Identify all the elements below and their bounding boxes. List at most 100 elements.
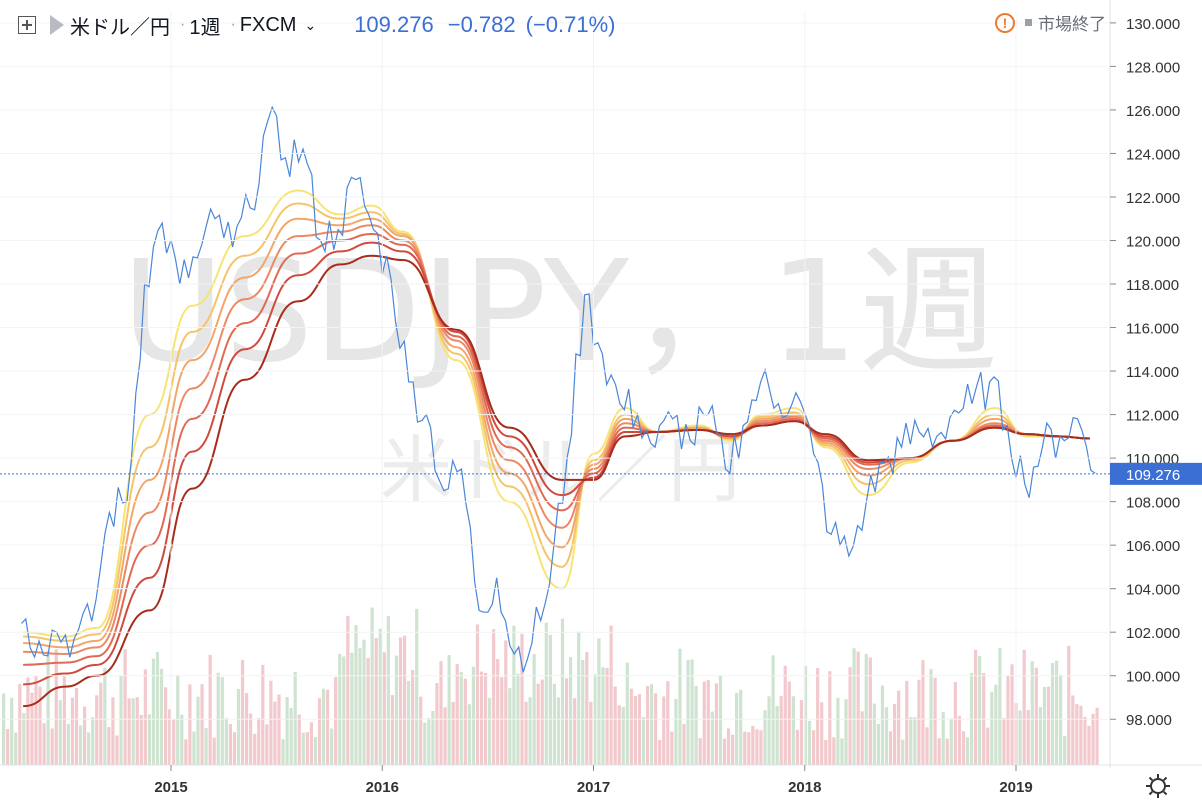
volume-bar xyxy=(350,652,354,765)
volume-bar xyxy=(42,723,46,765)
volume-bar xyxy=(496,659,500,765)
settings-gear-icon[interactable] xyxy=(1146,774,1170,798)
volume-bar xyxy=(540,679,544,765)
volume-bar xyxy=(747,732,751,765)
volume-bar xyxy=(423,722,427,765)
volume-bar xyxy=(471,666,475,765)
volume-bar xyxy=(990,692,994,765)
volume-bar xyxy=(690,659,694,765)
volume-bar xyxy=(309,722,313,765)
volume-bar xyxy=(731,734,735,765)
volume-bar xyxy=(609,625,613,765)
volume-bar xyxy=(232,732,237,765)
volume-bar xyxy=(14,732,18,765)
flag-icon[interactable] xyxy=(50,15,64,35)
volume-bar xyxy=(633,696,637,765)
exchange-label[interactable]: FXCM xyxy=(239,13,297,36)
volume-bar xyxy=(370,607,374,765)
interval-label[interactable]: 1週 xyxy=(189,16,221,39)
volume-bar xyxy=(905,680,909,765)
volume-bar xyxy=(196,696,200,765)
volume-bar xyxy=(245,693,249,765)
volume-bar xyxy=(913,717,917,765)
volume-bar xyxy=(921,660,925,765)
volume-bar xyxy=(411,670,415,765)
volume-bar xyxy=(479,671,484,765)
volume-bar xyxy=(1002,718,1006,765)
volume-bar xyxy=(868,657,872,765)
volume-bar xyxy=(617,705,621,765)
volume-bar xyxy=(678,648,682,765)
volume-bar xyxy=(281,739,285,765)
volume-bar xyxy=(795,729,799,765)
volume-bar xyxy=(66,723,70,765)
volume-bar xyxy=(605,668,609,765)
volume-bars xyxy=(2,607,1099,765)
volume-bar xyxy=(824,739,828,765)
expand-icon[interactable] xyxy=(18,16,36,34)
volume-bar xyxy=(957,715,961,765)
volume-bar xyxy=(1030,661,1034,765)
volume-bar xyxy=(601,667,605,765)
volume-bar xyxy=(775,706,779,765)
x-tick-label: 2016 xyxy=(366,779,399,796)
y-tick-label: 114.000 xyxy=(1126,364,1179,381)
volume-bar xyxy=(62,676,66,765)
volume-bar xyxy=(131,698,135,765)
volume-bar xyxy=(390,695,394,765)
square-dot-icon xyxy=(1025,19,1032,26)
volume-bar xyxy=(759,730,763,765)
volume-bar xyxy=(953,681,957,765)
last-price-marker: 109.276 xyxy=(0,462,1202,485)
x-tick-label: 2019 xyxy=(999,779,1032,796)
volume-bar xyxy=(698,738,702,765)
volume-bar xyxy=(1059,674,1063,765)
volume-bar xyxy=(816,668,820,765)
volume-bar xyxy=(415,608,419,765)
volume-bar xyxy=(159,668,164,765)
volume-bar xyxy=(864,653,868,765)
volume-bar xyxy=(751,726,755,765)
volume-bar xyxy=(253,733,257,765)
volume-bar xyxy=(407,680,411,765)
volume-bar xyxy=(573,698,577,765)
volume-bar xyxy=(1083,716,1087,765)
volume-bar xyxy=(435,683,439,765)
volume-bar xyxy=(803,665,808,765)
volume-bar xyxy=(893,703,897,765)
volume-bar xyxy=(1063,735,1067,765)
warning-icon[interactable]: ! xyxy=(995,12,1015,33)
volume-bar xyxy=(342,656,346,765)
time-axis[interactable]: 2015 2016 2017 2018 2019 xyxy=(154,12,1033,796)
volume-bar xyxy=(662,696,666,765)
volume-bar xyxy=(556,697,561,765)
y-tick-label: 112.000 xyxy=(1126,408,1179,425)
volume-bar xyxy=(852,648,856,765)
volume-bar xyxy=(257,718,261,765)
volume-bar xyxy=(398,637,403,765)
volume-bar xyxy=(143,669,147,765)
volume-bar xyxy=(735,692,739,765)
volume-bar xyxy=(204,728,208,765)
volume-bar xyxy=(176,674,180,765)
volume-bar xyxy=(820,702,824,765)
volume-bar xyxy=(763,710,767,765)
price-axis[interactable]: 98.000 100.000 102.000 104.000 106.000 108.00… xyxy=(0,16,1180,729)
market-status[interactable]: ! 市場終了 xyxy=(995,10,1106,35)
volume-bar xyxy=(330,728,334,765)
symbol-name[interactable]: 米ドル／円 xyxy=(70,16,170,39)
volume-bar xyxy=(119,675,123,765)
volume-bar xyxy=(378,628,382,765)
volume-bar xyxy=(70,697,75,765)
volume-bar xyxy=(743,731,747,765)
volume-bar xyxy=(1018,710,1022,765)
volume-bar xyxy=(840,738,844,765)
price-change-pct: (−0.71%) xyxy=(525,12,616,37)
volume-bar xyxy=(645,685,650,765)
volume-bar xyxy=(552,683,556,765)
volume-bar xyxy=(872,703,876,765)
x-tick-label: 2018 xyxy=(788,779,821,796)
volume-bar xyxy=(334,677,338,765)
chevron-down-icon[interactable]: ⌄ xyxy=(304,16,317,33)
